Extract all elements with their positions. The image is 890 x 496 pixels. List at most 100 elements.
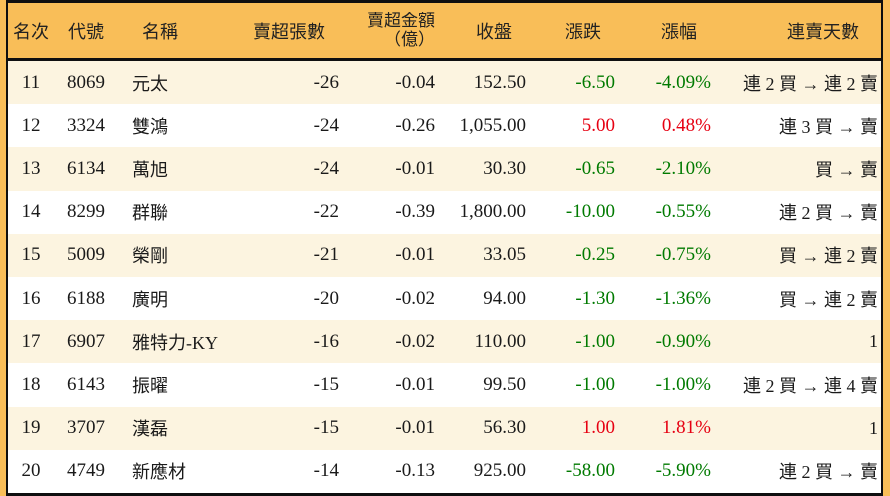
stock-code-cell: 6134 [67, 158, 105, 179]
sell-amount-cell: -0.01 [395, 417, 435, 439]
header-rank: 名次 [13, 21, 49, 42]
change-pct-cell: -1.36% [655, 287, 711, 309]
sell-amount-cell: -0.01 [395, 244, 435, 266]
change-cell: 1.00 [581, 417, 615, 439]
stock-code-cell: 6907 [67, 330, 105, 352]
sell-volume-cell: -21 [313, 244, 339, 266]
stock-name-cell: 群聯 [132, 203, 168, 224]
sell-amount-cell: -0.39 [395, 201, 435, 223]
change-cell: -1.00 [575, 330, 615, 352]
change-pct-cell: 0.48% [661, 114, 711, 136]
close-price-cell: 99.50 [483, 374, 526, 396]
change-cell: -1.30 [575, 287, 615, 309]
stock-code-cell: 8069 [67, 71, 105, 93]
table-row: 15 5009 榮剛 -21 -0.01 33.05 -0.25 -0.75% … [8, 233, 881, 278]
streak-cell: 連 2 買 → 連 2 賣 [743, 73, 878, 94]
stock-name-cell: 漢磊 [132, 419, 168, 440]
table-header: 名次 代號 名稱 賣超張數 賣超金額 （億） 收盤 漲跌 漲幅 連賣天數 [8, 3, 881, 61]
sell-amount-cell: -0.01 [395, 158, 435, 179]
rank-cell: 11 [21, 71, 41, 93]
table-row: 12 3324 雙鴻 -24 -0.26 1,055.00 5.00 0.48%… [8, 104, 881, 148]
header-close: 收盤 [476, 21, 512, 42]
table-row: 18 6143 振曜 -15 -0.01 99.50 -1.00 -1.00% … [8, 363, 881, 407]
sell-amount-cell: -0.13 [395, 460, 435, 482]
table-row: 19 3707 漢磊 -15 -0.01 56.30 1.00 1.81% 1 [8, 406, 881, 450]
change-pct-cell: -0.90% [655, 330, 711, 352]
stock-name-cell: 新應材 [132, 462, 186, 483]
change-cell: -10.00 [565, 201, 615, 223]
sell-ranking-table: 名次 代號 名稱 賣超張數 賣超金額 （億） 收盤 漲跌 漲幅 連賣天數 11 … [6, 0, 883, 496]
change-pct-cell: -2.10% [655, 158, 711, 179]
table-row: 17 6907 雅特力-KY -16 -0.02 110.00 -1.00 -0… [8, 320, 881, 364]
change-pct-cell: -4.09% [655, 71, 711, 93]
sell-amount-cell: -0.01 [395, 374, 435, 396]
change-cell: -58.00 [565, 460, 615, 482]
close-price-cell: 30.30 [483, 158, 526, 179]
header-change-pct: 漲幅 [661, 21, 697, 42]
header-sell-volume: 賣超張數 [253, 21, 325, 42]
header-sell-amount-line1: 賣超金額 [367, 11, 435, 30]
change-pct-cell: -0.55% [655, 201, 711, 223]
header-sell-amount: 賣超金額 （億） [341, 12, 437, 49]
stock-code-cell: 3324 [67, 114, 105, 136]
table-row: 14 8299 群聯 -22 -0.39 1,800.00 -10.00 -0.… [8, 190, 881, 234]
stock-name-cell: 廣明 [132, 289, 168, 310]
change-cell: -0.65 [575, 158, 615, 179]
sell-volume-cell: -15 [313, 374, 339, 396]
rank-cell: 16 [21, 287, 41, 309]
stock-code-cell: 5009 [67, 244, 105, 266]
streak-cell: 買 → 連 2 賣 [779, 246, 878, 267]
stock-code-cell: 6143 [67, 374, 105, 396]
stock-name-cell: 雅特力-KY [132, 332, 218, 353]
rank-cell: 15 [21, 244, 41, 266]
close-price-cell: 1,800.00 [459, 201, 527, 223]
rank-cell: 18 [21, 374, 41, 396]
close-price-cell: 152.50 [473, 71, 526, 93]
table-row: 13 6134 萬旭 -24 -0.01 30.30 -0.65 -2.10% … [8, 147, 881, 191]
rank-cell: 12 [21, 114, 41, 136]
sell-volume-cell: -22 [313, 201, 339, 223]
change-cell: -1.00 [575, 374, 615, 396]
change-pct-cell: 1.81% [661, 417, 711, 439]
streak-cell: 1 [869, 331, 878, 352]
change-pct-cell: -1.00% [655, 374, 711, 396]
close-price-cell: 56.30 [483, 417, 526, 439]
change-cell: 5.00 [581, 114, 615, 136]
streak-cell: 1 [869, 417, 878, 438]
rank-cell: 19 [21, 417, 41, 439]
stock-name-cell: 榮剛 [132, 246, 168, 267]
sell-volume-cell: -16 [313, 330, 339, 352]
close-price-cell: 1,055.00 [459, 114, 527, 136]
header-code: 代號 [68, 21, 104, 42]
streak-cell: 連 2 買 → 賣 [779, 203, 878, 224]
table-row: 16 6188 廣明 -20 -0.02 94.00 -1.30 -1.36% … [8, 277, 881, 321]
rank-cell: 17 [21, 330, 41, 352]
stock-code-cell: 3707 [67, 417, 105, 439]
stock-code-cell: 8299 [67, 201, 105, 223]
sell-volume-cell: -20 [313, 287, 339, 309]
sell-volume-cell: -15 [313, 417, 339, 439]
streak-cell: 連 2 買 → 連 4 賣 [743, 376, 878, 397]
stock-code-cell: 6188 [67, 287, 105, 309]
stock-name-cell: 雙鴻 [132, 116, 168, 137]
close-price-cell: 94.00 [483, 287, 526, 309]
table-body: 11 8069 元太 -26 -0.04 152.50 -6.50 -4.09%… [8, 61, 881, 494]
sell-volume-cell: -24 [313, 158, 339, 179]
header-sell-amount-line2: （億） [384, 29, 435, 49]
streak-cell: 連 2 買 → 賣 [779, 462, 878, 483]
rank-cell: 20 [21, 460, 41, 482]
stock-name-cell: 振曜 [132, 376, 168, 397]
stock-code-cell: 4749 [67, 460, 105, 482]
header-name: 名稱 [142, 21, 178, 42]
table-row: 11 8069 元太 -26 -0.04 152.50 -6.50 -4.09%… [8, 61, 881, 105]
stock-name-cell: 萬旭 [132, 160, 168, 180]
table-row: 20 4749 新應材 -14 -0.13 925.00 -58.00 -5.9… [8, 449, 881, 494]
change-pct-cell: -0.75% [655, 244, 711, 266]
sell-amount-cell: -0.02 [395, 330, 435, 352]
rank-cell: 14 [21, 201, 41, 223]
header-streak: 連賣天數 [787, 21, 859, 42]
stock-name-cell: 元太 [132, 73, 168, 94]
streak-cell: 連 3 買 → 賣 [779, 116, 878, 137]
sell-volume-cell: -14 [313, 460, 339, 482]
